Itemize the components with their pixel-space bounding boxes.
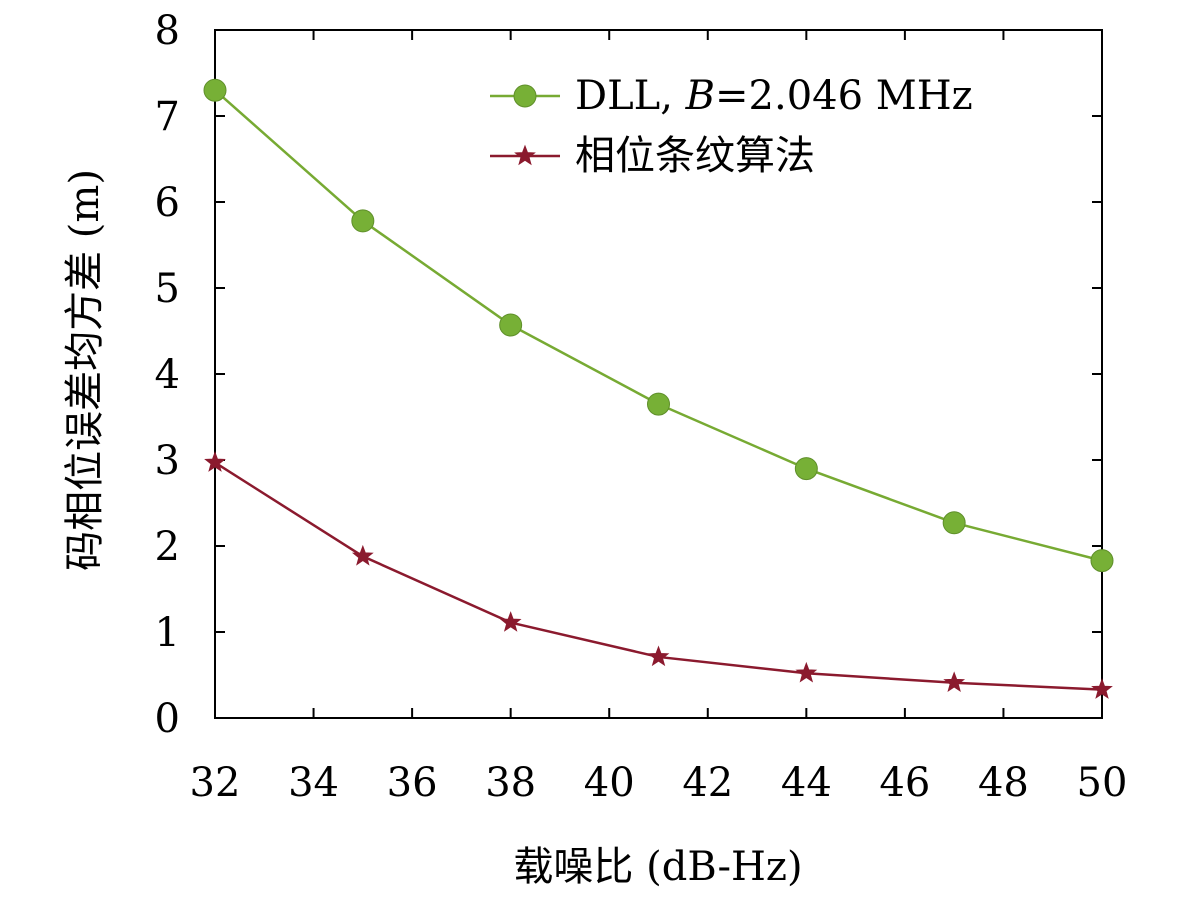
x-axis-title: 载噪比 (dB-Hz) xyxy=(513,844,802,890)
legend: DLL, B=2.046 MHz 相位条纹算法 xyxy=(490,73,973,179)
data-point-star xyxy=(1091,678,1113,699)
legend-item: 相位条纹算法 xyxy=(490,133,815,179)
x-tick-label: 42 xyxy=(682,760,733,806)
y-tick-label: 8 xyxy=(155,8,180,54)
data-point-star xyxy=(351,544,374,566)
x-tick-label: 44 xyxy=(781,760,832,806)
data-point-circle xyxy=(203,78,227,102)
legend-item: DLL, B=2.046 MHz xyxy=(490,73,973,119)
data-point-star xyxy=(795,661,818,683)
y-tick-label: 3 xyxy=(155,438,180,484)
series-layer xyxy=(203,78,1114,699)
data-point-circle xyxy=(647,392,670,416)
x-tick-label: 46 xyxy=(879,760,930,806)
x-tick-label: 32 xyxy=(190,760,241,806)
data-point-star xyxy=(647,645,670,667)
x-tick-label: 50 xyxy=(1077,760,1128,806)
data-point-circle xyxy=(794,457,818,481)
y-tick-label: 0 xyxy=(155,696,180,742)
series-dll xyxy=(203,78,1114,573)
y-tick-label: 5 xyxy=(155,266,180,312)
x-tick-label: 40 xyxy=(584,760,635,806)
legend-circle-marker xyxy=(513,84,537,108)
legend-label: 相位条纹算法 xyxy=(575,133,815,179)
series-phase-fringe xyxy=(204,451,1113,699)
x-tick-label: 48 xyxy=(978,760,1029,806)
data-point-star xyxy=(204,451,226,472)
legend-label: DLL, B=2.046 MHz xyxy=(575,73,973,119)
y-tick-label: 7 xyxy=(155,94,180,140)
x-tick-label: 34 xyxy=(288,760,339,806)
data-point-circle xyxy=(499,313,523,337)
data-point-circle xyxy=(942,511,966,535)
y-axis-title: 码相位误差均方差 (m) xyxy=(62,169,108,571)
x-tick-label: 36 xyxy=(387,760,438,806)
y-tick-label: 6 xyxy=(155,180,180,226)
data-point-circle xyxy=(1090,549,1114,573)
legend-star-marker xyxy=(514,144,536,166)
data-point-star xyxy=(499,611,522,632)
data-point-circle xyxy=(351,209,375,233)
y-tick-label: 4 xyxy=(155,352,180,398)
data-point-star xyxy=(943,671,966,692)
y-tick-label: 2 xyxy=(155,524,180,570)
y-tick-label: 1 xyxy=(155,610,180,656)
x-tick-label: 38 xyxy=(485,760,536,806)
